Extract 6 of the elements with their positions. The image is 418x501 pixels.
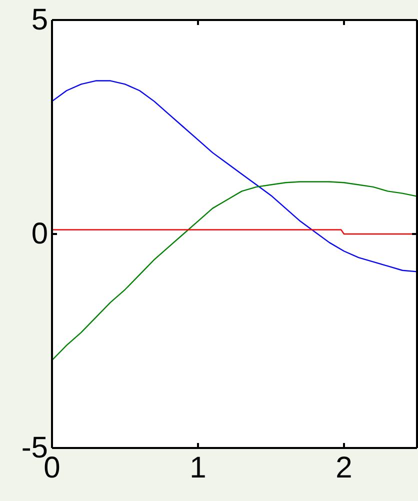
x-tick-label: 2 xyxy=(336,451,352,484)
y-tick-label: 0 xyxy=(31,218,48,251)
y-tick-label: 5 xyxy=(31,4,48,37)
x-tick-label: 1 xyxy=(190,451,206,484)
line-series xyxy=(51,80,418,272)
line-series xyxy=(51,181,418,361)
